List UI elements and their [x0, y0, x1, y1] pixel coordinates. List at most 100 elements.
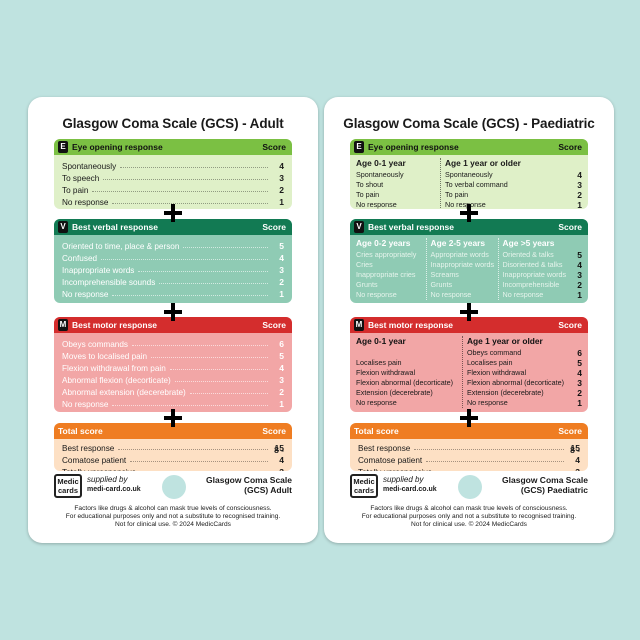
score-header: Score: [262, 320, 286, 330]
verbal-response-panel: V Best verbal response Score Oriented to t…: [54, 219, 292, 303]
response-item: Flexion withdrawal: [466, 368, 527, 377]
row-score: 3: [577, 270, 582, 280]
response-item: Extension (decerebrate): [356, 388, 433, 397]
response-item: Cries appropriately: [356, 250, 417, 259]
row-score: 2: [577, 190, 582, 200]
age-column: Age 0-2 years Cries appropriately Cries Ina…: [356, 238, 426, 300]
plus-icon: [460, 303, 478, 321]
eye-letter-badge: E: [354, 141, 364, 153]
leader-dots: [92, 191, 268, 192]
motor-response-panel: M Best motor response Score Age 0-1 year Lo…: [350, 317, 588, 412]
row-label: To pain: [62, 186, 89, 195]
panel-title: Best motor response: [368, 320, 454, 330]
response-item: Extension (decerebrate): [466, 388, 544, 397]
row-score: 15: [274, 443, 284, 453]
row-score: 1: [279, 289, 284, 299]
eye-letter-badge: E: [58, 141, 68, 153]
score-row: Abnormal flexion (decorticate) 3: [62, 373, 284, 385]
verbal-letter-badge: V: [58, 221, 68, 233]
row-score: 4: [279, 253, 284, 263]
response-item: Spontaneously: [445, 170, 493, 179]
row-label: Abnormal extension (decerebrate): [62, 388, 186, 397]
row-score: 1: [577, 200, 582, 209]
row-score: 15: [570, 443, 580, 453]
score-row: To pain 2: [62, 183, 284, 195]
site-url: medi-card.co.uk: [87, 486, 141, 493]
age-column: Age 1 year or older Spontaneously To verba…: [440, 158, 568, 209]
panel-title: Best verbal response: [368, 222, 454, 232]
row-score: 3: [279, 173, 284, 183]
row-score: 4: [279, 161, 284, 171]
row-score: 3: [272, 467, 284, 471]
total-score-panel: Total score Score Best response 15 Comatose…: [54, 423, 292, 471]
response-item: No response: [356, 200, 397, 209]
score-header: Score: [262, 426, 286, 436]
leader-dots: [138, 271, 268, 272]
score-header: Score: [262, 142, 286, 152]
score-row: No response 1: [62, 195, 284, 207]
leader-dots: [151, 357, 268, 358]
leader-dots: [130, 461, 268, 462]
disclaimer: Factors like drugs & alcohol can mask tr…: [65, 505, 281, 528]
response-item: Appropriate words: [430, 250, 489, 259]
response-item: Flexion abnormal (decorticate): [356, 378, 454, 387]
row-score: 8 - 4: [274, 445, 284, 465]
score-row: Comatose patient 8 - 4: [358, 445, 580, 465]
row-score: 2: [577, 280, 582, 290]
row-score: 5: [577, 250, 582, 260]
score-row: Best response 15: [358, 441, 580, 453]
row-score: 1: [577, 398, 582, 408]
row-score: 4: [577, 260, 582, 270]
row-score: 3: [279, 265, 284, 275]
response-item: Screams: [430, 270, 459, 279]
row-label: Oriented to time, place & person: [62, 242, 180, 251]
leader-dots: [103, 179, 268, 180]
plus-icon: [460, 204, 478, 222]
score-row: Obeys commands 6: [62, 337, 284, 349]
score-row: Best response 15: [62, 441, 284, 453]
footer-title: Glasgow Coma Scale (GCS) Paediatric: [502, 475, 588, 495]
leader-dots: [131, 345, 268, 346]
age-column: Age 0-1 year Localises pain Flexion withdr…: [356, 336, 462, 408]
response-item: Flexion abnormal (decorticate): [466, 378, 565, 387]
motor-response-panel: M Best motor response Score Obeys commands…: [54, 317, 292, 412]
row-label: Moves to localised pain: [62, 352, 148, 361]
score-row: Abnormal extension (decerebrate) 2: [62, 385, 284, 397]
row-label: Comatose patient: [358, 456, 423, 465]
row-label: Totally unresponsive: [358, 468, 432, 471]
score-row: Flexion withdrawal from pain 4: [62, 361, 284, 373]
row-label: Flexion withdrawal from pain: [62, 364, 166, 373]
score-row: Moves to localised pain 5: [62, 349, 284, 361]
leader-dots: [183, 247, 268, 248]
panel-title: Best motor response: [72, 320, 158, 330]
plus-icon: [164, 204, 182, 222]
medic-cards-logo: Medic cards: [350, 474, 378, 498]
response-item: No response: [502, 290, 544, 299]
score-row: Comatose patient 8 - 4: [62, 445, 284, 465]
punch-hole: [162, 475, 186, 499]
row-label: Spontaneously: [62, 162, 117, 171]
verbal-letter-badge: V: [354, 221, 364, 233]
leader-dots: [189, 393, 268, 394]
response-item: Grunts: [356, 280, 378, 289]
eye-opening-panel: E Eye opening response Score Age 0-1 year S…: [350, 139, 588, 209]
card-footer: Medic cards supplied by medi-card.co.uk G…: [350, 472, 588, 502]
response-item: Cries: [356, 260, 373, 269]
leader-dots: [101, 259, 268, 260]
row-score: 6: [279, 339, 284, 349]
leader-dots: [112, 405, 268, 406]
verbal-response-panel: V Best verbal response Score Age 0-2 years…: [350, 219, 588, 303]
score-header: Score: [558, 426, 582, 436]
row-label: Confused: [62, 254, 98, 263]
leader-dots: [174, 381, 268, 382]
response-item: Oriented & talks: [502, 250, 554, 259]
medic-cards-logo: Medic cards: [54, 474, 82, 498]
panel-title: Eye opening response: [368, 142, 459, 152]
response-item: Incomprehensible: [502, 280, 560, 289]
card-title: Glasgow Coma Scale (GCS) - Paediatric: [343, 116, 595, 131]
row-label: Abnormal flexion (decorticate): [62, 376, 171, 385]
